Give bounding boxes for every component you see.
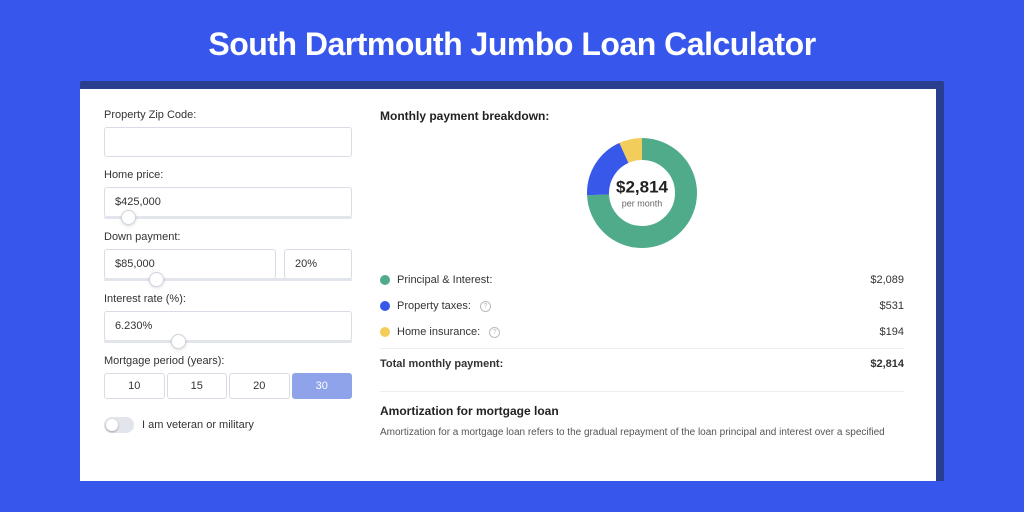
legend-label: Property taxes:: [397, 300, 471, 312]
legend-value: $194: [880, 326, 904, 338]
calculator-card: Property Zip Code: Home price: Down paym…: [80, 89, 936, 481]
legend-dot: [380, 275, 390, 285]
down-payment-pct-input[interactable]: [284, 249, 352, 279]
donut-sublabel: per month: [616, 199, 668, 209]
interest-label: Interest rate (%):: [104, 293, 352, 305]
legend-value: $2,089: [870, 274, 904, 286]
total-value: $2,814: [870, 358, 904, 370]
interest-slider-thumb[interactable]: [171, 334, 186, 349]
zip-label: Property Zip Code:: [104, 109, 352, 121]
down-payment-input[interactable]: [104, 249, 276, 279]
home-price-input[interactable]: [104, 187, 352, 217]
legend-row: Principal & Interest: $2,089: [380, 267, 904, 293]
veteran-toggle[interactable]: [104, 417, 134, 433]
total-label: Total monthly payment:: [380, 358, 503, 370]
page-title: South Dartmouth Jumbo Loan Calculator: [0, 0, 1024, 81]
period-label: Mortgage period (years):: [104, 355, 352, 367]
legend-dot: [380, 327, 390, 337]
home-price-label: Home price:: [104, 169, 352, 181]
info-icon[interactable]: ?: [489, 327, 500, 338]
veteran-label: I am veteran or military: [142, 419, 254, 431]
legend-label: Principal & Interest:: [397, 274, 492, 286]
period-btn-30[interactable]: 30: [292, 373, 353, 399]
veteran-toggle-knob: [106, 419, 118, 431]
period-btn-10[interactable]: 10: [104, 373, 165, 399]
donut-amount: $2,814: [616, 178, 668, 198]
period-btn-15[interactable]: 15: [167, 373, 228, 399]
card-shadow: Property Zip Code: Home price: Down paym…: [80, 81, 944, 481]
legend-row: Property taxes:? $531: [380, 293, 904, 319]
period-buttons: 10152030: [104, 373, 352, 399]
donut-chart: $2,814 per month: [582, 133, 702, 253]
down-payment-slider[interactable]: [104, 278, 352, 281]
home-price-slider[interactable]: [104, 216, 352, 219]
form-column: Property Zip Code: Home price: Down paym…: [104, 109, 352, 481]
legend-dot: [380, 301, 390, 311]
period-btn-20[interactable]: 20: [229, 373, 290, 399]
legend-value: $531: [880, 300, 904, 312]
zip-input[interactable]: [104, 127, 352, 157]
down-payment-slider-thumb[interactable]: [149, 272, 164, 287]
breakdown-column: Monthly payment breakdown: $2,814 per mo…: [380, 109, 912, 481]
home-price-slider-thumb[interactable]: [121, 210, 136, 225]
legend-label: Home insurance:: [397, 326, 480, 338]
info-icon[interactable]: ?: [480, 301, 491, 312]
legend-row: Home insurance:? $194: [380, 319, 904, 345]
amortization-title: Amortization for mortgage loan: [380, 404, 904, 418]
breakdown-title: Monthly payment breakdown:: [380, 109, 904, 123]
interest-input[interactable]: [104, 311, 352, 341]
interest-slider[interactable]: [104, 340, 352, 343]
amortization-text: Amortization for a mortgage loan refers …: [380, 426, 904, 440]
down-payment-label: Down payment:: [104, 231, 352, 243]
